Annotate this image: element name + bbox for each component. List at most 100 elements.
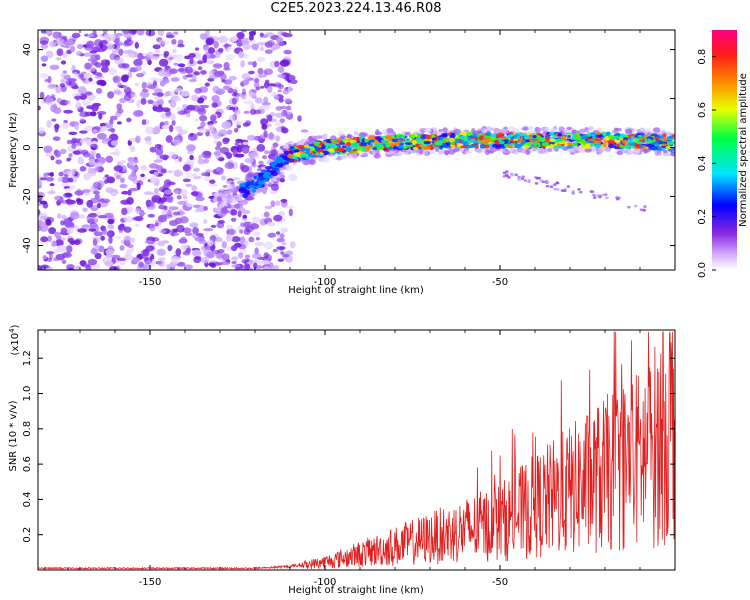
heatmap-noise-cell [124,39,134,46]
heatmap-noise-cell [123,216,134,223]
heatmap-noise-cell [226,46,232,51]
heatmap-ridge-cell [460,145,467,149]
heatmap-noise-cell [137,52,144,61]
heatmap-noise-cell [46,120,52,128]
heatmap-noise-cell [186,113,191,118]
heatmap-sidelobe-cell [642,208,647,212]
heatmap-noise-cell [124,52,134,59]
heatmap-noise-cell [95,244,100,250]
heatmap-noise-cell [81,100,92,106]
x-tick-label: -50 [492,277,508,288]
heatmap-noise-cell [258,74,267,78]
heatmap-noise-cell [60,60,67,65]
heatmap-ridge-halo [218,203,225,208]
colorbar: 0.0 0.2 0.4 0.6 0.8 Normalized spectral ampl… [697,30,749,278]
heatmap-ridge-cell [566,142,573,146]
heatmap-noise-cell [216,141,222,147]
heatmap-ridge-cell [308,144,314,147]
heatmap-noise-cell [94,193,101,200]
heatmap-noise-cell [149,146,157,153]
heatmap-sidelobe-cell [544,180,549,184]
heatmap-noise-cell [48,251,53,260]
heatmap-ridge-halo [404,131,411,136]
heatmap-noise-cell [267,132,276,141]
heatmap-noise-cell [226,129,233,135]
heatmap-noise-cell [66,227,75,234]
heatmap-noise-cell [65,187,72,193]
heatmap-noise-cell [206,251,215,259]
heatmap-noise-cell [242,43,251,50]
heatmap-noise-cell [87,258,98,266]
heatmap-noise-cell [232,35,238,42]
heatmap-noise-cell [92,181,101,189]
heatmap-ridge-cell [421,145,427,150]
heatmap-noise-cell [45,152,53,158]
heatmap-ridge-cell [520,132,527,136]
heatmap-noise-cell [136,73,144,78]
heatmap-sidelobe-cell [601,193,606,197]
heatmap-noise-cell [104,59,110,67]
heatmap-noise-cell [105,187,115,194]
heatmap-noise-cell [141,81,147,90]
heatmap-noise-cell [109,115,118,121]
heatmap-noise-cell [102,33,113,42]
heatmap-noise-cell [161,124,171,130]
heatmap-sidelobe-cell [571,191,575,195]
heatmap-noise-cell [275,200,281,206]
heatmap-ridge-halo [373,153,381,159]
heatmap-ridge-cell [339,141,346,146]
heatmap-sidelobe-cell [521,175,526,178]
heatmap-noise-cell [134,215,144,222]
heatmap-noise-cell [84,125,94,132]
heatmap-noise-cell [246,134,256,141]
heatmap-noise-cell [111,49,120,54]
heatmap-noise-cell [151,55,160,60]
heatmap-ridge-halo [322,133,328,140]
heatmap-ridge-halo [604,146,612,152]
heatmap-sidelobe-cell [523,179,528,182]
heatmap-ridge-halo [256,167,263,172]
heatmap-noise-cell [38,213,48,220]
heatmap-noise-cell [208,262,216,267]
heatmap-noise-cell [144,240,154,244]
heatmap-ridge-cell [469,138,476,143]
heatmap-noise-cell [262,103,271,111]
heatmap-noise-cell [100,125,108,132]
heatmap-noise-cell [213,150,221,156]
heatmap-noise-cell [60,220,65,226]
heatmap-noise-cell [43,30,52,35]
heatmap-noise-cell [260,85,265,89]
heatmap-noise-cell [173,170,184,177]
heatmap-noise-cell [157,257,166,261]
heatmap-noise-cell [165,263,171,270]
heatmap-ridge-cell [423,140,432,145]
heatmap-noise-cell [231,256,238,261]
heatmap-noise-cell [215,166,221,173]
heatmap-ridge-cell [574,142,578,147]
heatmap-noise-cell [176,224,185,233]
heatmap-noise-cell [119,260,127,266]
heatmap-sidelobe-cell [615,196,619,199]
heatmap-noise-cell [48,227,57,235]
y-tick-label: 40 [22,43,33,56]
heatmap-ridge-cell [596,133,604,139]
heatmap-noise-cell [173,88,183,93]
heatmap-noise-cell [274,95,280,100]
heatmap-noise-cell [66,170,76,177]
heatmap-ridge-cell [593,141,602,145]
heatmap-noise-cell [105,253,113,258]
heatmap-noise-cell [234,120,242,125]
heatmap-noise-cell [61,176,70,183]
heatmap-noise-cell [89,223,99,229]
heatmap-noise-cell [253,82,260,89]
heatmap-ridge-cell [302,147,311,152]
heatmap-noise-cell [272,142,279,148]
heatmap-noise-cell [72,150,82,155]
heatmap-noise-cell [91,59,98,66]
heatmap-noise-cell [149,175,158,184]
heatmap-ridge-halo [547,148,552,153]
heatmap-noise-cell [238,51,245,59]
heatmap-ridge-halo [616,150,624,156]
heatmap-noise-cell [239,162,245,171]
